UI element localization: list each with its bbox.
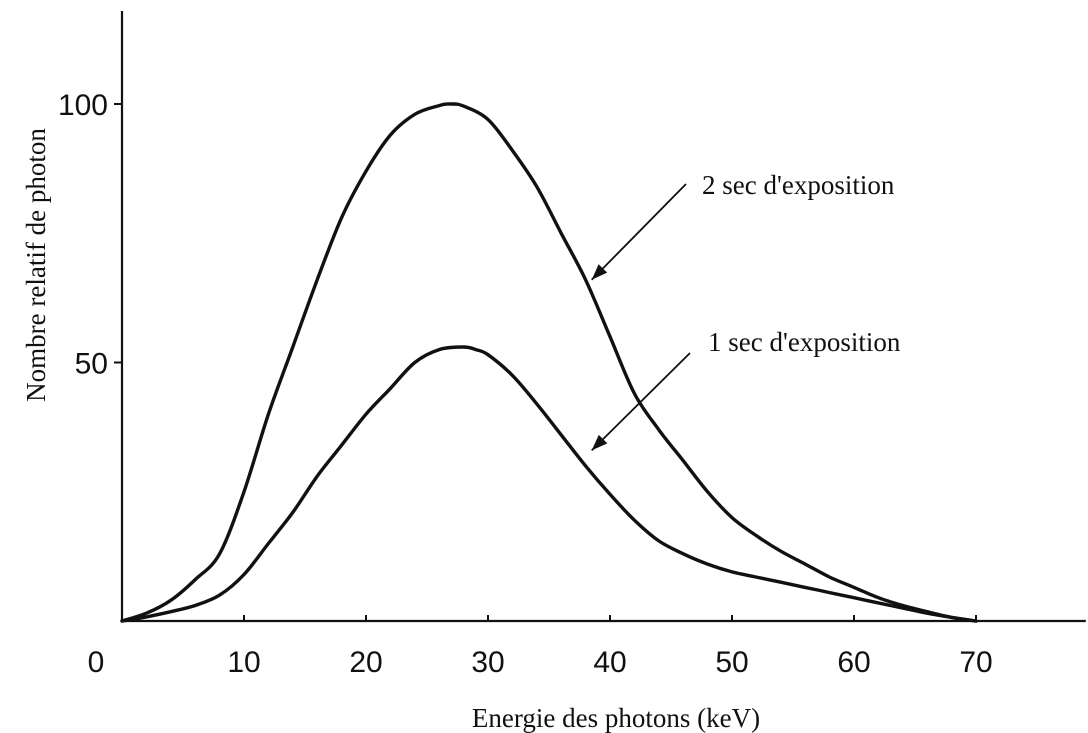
annotation-arrow — [591, 352, 691, 452]
series-line-1sec — [120, 345, 978, 623]
annotation-arrow — [591, 183, 687, 281]
series-lines — [120, 102, 978, 623]
x-tick-label: 60 — [837, 646, 870, 679]
arrow-head-icon — [591, 264, 608, 280]
arrow-head-icon — [591, 434, 608, 451]
x-tick-label: 0 — [88, 646, 105, 679]
x-tick-label: 50 — [715, 646, 748, 679]
annotations: 2 sec d'exposition 1 sec d'exposition — [591, 170, 901, 452]
x-tick-label: 10 — [227, 646, 260, 679]
x-tick-label: 70 — [959, 646, 992, 679]
x-tick-label: 30 — [471, 646, 504, 679]
y-tick-label: 100 — [58, 89, 108, 122]
annotation-label: 1 sec d'exposition — [708, 327, 901, 357]
annotation-label: 2 sec d'exposition — [702, 170, 895, 200]
tick-marks — [114, 103, 977, 621]
y-tick-label: 50 — [75, 348, 108, 381]
x-tick-label: 40 — [593, 646, 626, 679]
series-line-2sec — [120, 102, 978, 623]
annotation-1sec: 1 sec d'exposition — [591, 327, 901, 452]
tick-labels: 0 10 20 30 40 50 60 70 50 100 — [58, 89, 993, 679]
annotation-2sec: 2 sec d'exposition — [591, 170, 895, 281]
x-tick-label: 20 — [349, 646, 382, 679]
x-axis-title: Energie des photons (keV) — [472, 703, 760, 733]
axes — [120, 10, 1086, 623]
y-axis-title: Nombre relatif de photon — [21, 128, 51, 402]
